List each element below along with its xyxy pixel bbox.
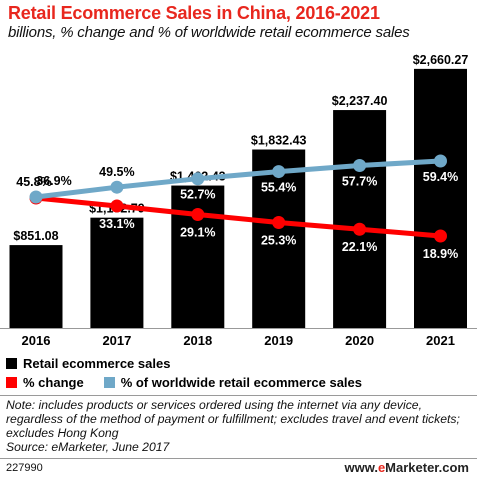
x-tick-2019: 2019 [264, 333, 293, 348]
legend-label-worldwide: % of worldwide retail ecommerce sales [120, 375, 363, 390]
chart-id: 227990 [6, 462, 43, 474]
legend-swatch-change [6, 377, 17, 388]
worldwide-label-2017: 49.5% [99, 165, 134, 179]
bar-label-2020: $2,237.40 [332, 94, 388, 108]
worldwide-point-2019 [272, 165, 286, 179]
bar-2018 [171, 185, 225, 328]
x-tick-2017: 2017 [102, 333, 131, 348]
worldwide-label-2016: 45.8% [16, 175, 51, 189]
worldwide-label-2021: 59.4% [423, 170, 458, 184]
change-point-2020 [353, 222, 367, 236]
worldwide-line [33, 158, 443, 200]
brand-e: e [377, 460, 386, 475]
worldwide-label-2020: 57.7% [342, 175, 377, 189]
legend-row-2: % change % of worldwide retail ecommerce… [6, 375, 382, 390]
legend-item-change: % change [6, 375, 84, 390]
worldwide-point-2018 [191, 172, 205, 186]
bar-2016 [9, 245, 63, 328]
bar-label-2016: $851.08 [13, 229, 58, 243]
x-tick-2018: 2018 [183, 333, 212, 348]
legend-swatch-worldwide [103, 377, 115, 388]
brand-prefix: www. [344, 460, 378, 475]
worldwide-point-2021 [434, 154, 447, 168]
divider-bottom [0, 458, 477, 459]
change-point-2019 [272, 215, 286, 229]
change-label-2019: 25.3% [261, 233, 296, 247]
legend-label-sales: Retail ecommerce sales [23, 356, 171, 371]
change-label-2020: 22.1% [342, 240, 377, 254]
change-point-2018 [191, 207, 205, 221]
bar-2020 [333, 110, 387, 328]
chart-note: Note: includes products or services orde… [6, 398, 472, 454]
x-tick-2020: 2020 [345, 333, 374, 348]
worldwide-point-2016 [29, 190, 43, 204]
legend-label-change: % change [23, 375, 84, 390]
divider-top [0, 395, 477, 396]
bar-label-2021: $2,660.27 [413, 53, 469, 67]
chart-area: 201620172018201920202021$851.08$1,132.79… [0, 53, 477, 348]
worldwide-label-2019: 55.4% [261, 181, 296, 195]
brand-rest: Marketer.com [385, 460, 469, 475]
change-label-2016: 36.9% [36, 174, 71, 188]
change-label-2021: 18.9% [423, 247, 458, 261]
bar-2021 [414, 68, 467, 328]
x-tick-2021: 2021 [426, 333, 455, 348]
legend-item-worldwide: % of worldwide retail ecommerce sales [103, 375, 363, 390]
bar-2017 [90, 217, 144, 328]
worldwide-label-2018: 52.7% [180, 188, 215, 202]
chart-subtitle: billions, % change and % of worldwide re… [8, 24, 410, 41]
brand-logo[interactable]: www.eMarketer.com [344, 460, 469, 475]
legend-row-1: Retail ecommerce sales [6, 356, 190, 371]
change-label-2018: 29.1% [180, 225, 215, 239]
source-text: Source: eMarketer, June 2017 [6, 440, 170, 454]
bar-2019 [252, 149, 306, 328]
x-tick-2016: 2016 [22, 333, 51, 348]
note-text: Note: includes products or services orde… [6, 398, 460, 440]
legend-swatch-sales [6, 358, 17, 369]
chart-title: Retail Ecommerce Sales in China, 2016-20… [8, 3, 380, 23]
bar-label-2019: $1,832.43 [251, 134, 307, 148]
change-point-2021 [434, 229, 447, 243]
change-label-2017: 33.1% [99, 217, 134, 231]
worldwide-point-2017 [110, 180, 124, 194]
change-line [33, 195, 443, 239]
legend-item-sales: Retail ecommerce sales [6, 356, 170, 371]
change-point-2017 [110, 199, 124, 213]
worldwide-point-2020 [353, 159, 367, 172]
